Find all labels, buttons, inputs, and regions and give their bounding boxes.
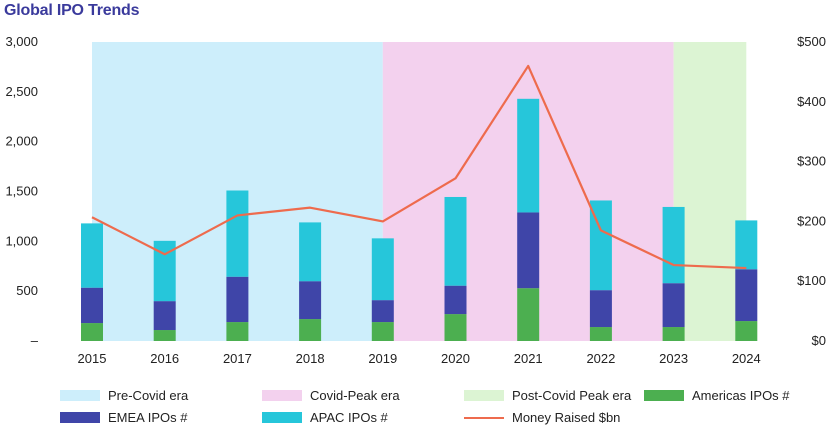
legend-swatch: [262, 412, 302, 423]
bar-2015-series-0: [81, 323, 103, 341]
bar-2022-series-1: [589, 290, 612, 328]
bar-2015-series-2: [81, 223, 103, 288]
right-axis: $0 $100 $200 $300 $400 $500: [797, 34, 826, 348]
right-tick-label: $300: [797, 154, 826, 169]
bar-2023-series-0: [662, 327, 685, 341]
bar-2015-series-1: [81, 287, 103, 324]
bar-2016-series-1: [153, 301, 176, 331]
x-tick-label: 2022: [586, 351, 615, 366]
legend-item: EMEA IPOs #: [60, 410, 187, 425]
bar-2019-series-0: [371, 322, 394, 341]
bar-2022-series-2: [589, 200, 612, 291]
right-tick-label: $200: [797, 213, 826, 228]
x-tick-label: 2018: [296, 351, 325, 366]
legend-swatch: [60, 412, 100, 423]
legend-item: APAC IPOs #: [262, 410, 388, 425]
legend-label: Pre-Covid era: [108, 388, 189, 403]
legend-item: Americas IPOs #: [644, 388, 790, 403]
legend-swatch: [464, 416, 504, 419]
bar-2018-series-0: [299, 319, 322, 341]
legend-item: Pre-Covid era: [60, 388, 188, 403]
legend-label: APAC IPOs #: [310, 410, 388, 425]
right-tick-label: $400: [797, 94, 826, 109]
bar-2022-series-0: [589, 327, 612, 341]
legend-label: Post-Covid Peak era: [512, 388, 632, 403]
left-tick-label: 3,000: [5, 34, 38, 49]
right-tick-label: $100: [797, 273, 826, 288]
left-tick-label: 1,500: [5, 184, 38, 199]
legend-label: Americas IPOs #: [692, 388, 790, 403]
bar-2020-series-2: [444, 196, 467, 286]
legend-swatch: [644, 390, 684, 401]
legend-label: EMEA IPOs #: [108, 410, 188, 425]
era-band-2: [673, 42, 747, 341]
bar-2017-series-2: [226, 190, 249, 277]
bar-2018-series-1: [299, 281, 322, 320]
x-axis: 2015 2016 2017 2018 2019 2020 2021 2022 2023 2024: [78, 351, 761, 366]
x-tick-label: 2021: [514, 351, 543, 366]
bar-2017-series-0: [226, 322, 249, 341]
legend-label: Money Raised $bn: [512, 410, 621, 425]
legend: Pre-Covid era Covid-Peak era Post-Covid Pe…: [0, 378, 830, 432]
bar-2017-series-1: [226, 276, 249, 323]
bar-2021-series-1: [517, 212, 540, 289]
bar-2024-series-0: [735, 321, 758, 341]
left-tick-label: 2,000: [5, 134, 38, 149]
left-tick-label: –: [31, 333, 39, 348]
bar-2019-series-2: [371, 238, 394, 301]
x-tick-label: 2019: [368, 351, 397, 366]
bar-series: [81, 98, 758, 341]
x-tick-label: 2020: [441, 351, 470, 366]
x-tick-label: 2024: [732, 351, 761, 366]
x-tick-label: 2017: [223, 351, 252, 366]
bar-2024-series-2: [735, 220, 758, 270]
right-tick-label: $500: [797, 34, 826, 49]
legend-item: Money Raised $bn: [464, 410, 620, 425]
left-tick-label: 1,000: [5, 233, 38, 248]
bar-2018-series-2: [299, 222, 322, 282]
bar-2021-series-2: [517, 98, 540, 213]
bar-2016-series-2: [153, 240, 176, 302]
x-tick-label: 2015: [78, 351, 107, 366]
legend-item: Covid-Peak era: [262, 388, 400, 403]
money-raised-line: [91, 64, 747, 270]
bar-2021-series-0: [517, 288, 540, 341]
money-raised-polyline: [91, 64, 747, 270]
x-tick-label: 2023: [659, 351, 688, 366]
ipo-chart: – 500 1,000 1,500 2,000 2,500 3,000 $0 $100 $200…: [5, 34, 826, 366]
bar-2016-series-0: [153, 330, 176, 341]
x-tick-label: 2016: [150, 351, 179, 366]
legend-label: Covid-Peak era: [310, 388, 400, 403]
chart-title: Global IPO Trends: [4, 2, 140, 19]
left-axis: – 500 1,000 1,500 2,000 2,500 3,000: [5, 34, 38, 348]
left-tick-label: 2,500: [5, 84, 38, 99]
legend-swatch: [464, 390, 504, 401]
bar-2024-series-1: [735, 269, 758, 322]
right-tick-label: $0: [812, 333, 826, 348]
bar-2019-series-1: [371, 300, 394, 323]
bar-2023-series-2: [662, 206, 685, 284]
bar-2020-series-0: [444, 314, 467, 341]
era-backgrounds: [92, 42, 747, 341]
legend-swatch: [262, 390, 302, 401]
bar-2023-series-1: [662, 283, 685, 328]
left-tick-label: 500: [16, 283, 38, 298]
bar-2020-series-1: [444, 285, 467, 315]
legend-item: Post-Covid Peak era: [464, 388, 631, 403]
legend-swatch: [60, 390, 100, 401]
